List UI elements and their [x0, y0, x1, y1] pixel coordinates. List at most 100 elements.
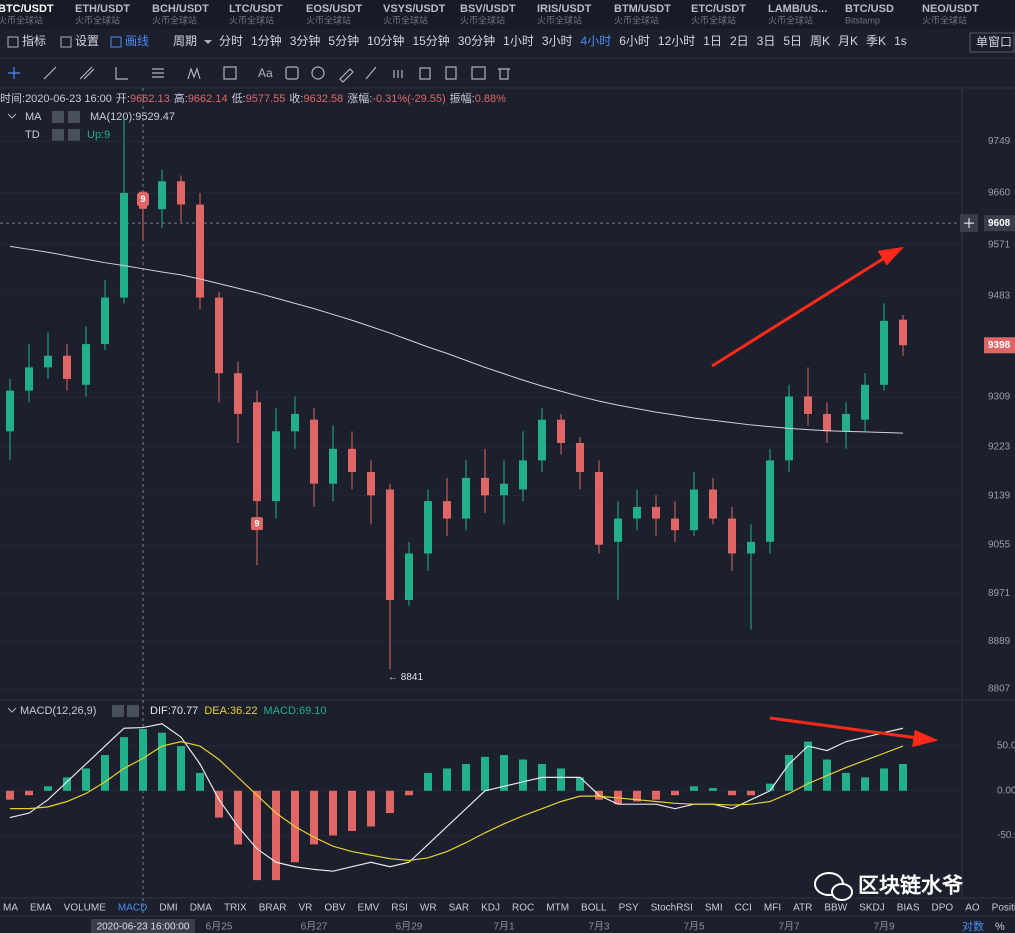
tab-symbol[interactable]: VSYS/USDT — [383, 3, 446, 15]
tab-exchange[interactable]: 火币全球站 — [152, 14, 197, 25]
period[interactable]: 6小时 — [619, 34, 650, 48]
tab-exchange[interactable]: 火币全球站 — [75, 14, 120, 25]
pen-tool[interactable] — [365, 66, 377, 80]
period[interactable]: 1分钟 — [251, 33, 282, 48]
tab-symbol[interactable]: NEO/USDT — [922, 3, 979, 15]
tool[interactable] — [285, 66, 299, 80]
tab-symbol[interactable]: LAMB/US... — [768, 3, 827, 15]
indicator-tab[interactable]: CCI — [735, 903, 752, 914]
tab-exchange[interactable]: 火币全球站 — [691, 14, 736, 25]
indicator-tab[interactable]: BOLL — [581, 903, 607, 914]
indicator-tab[interactable]: WR — [420, 903, 437, 914]
indicator-tab[interactable]: VOLUME — [64, 903, 107, 914]
legend-icon[interactable] — [127, 705, 139, 717]
indicator-tab[interactable]: BBW — [824, 903, 847, 914]
indicator-tab[interactable]: MTM — [546, 903, 569, 914]
tab-exchange[interactable]: 火币全球站 — [460, 14, 505, 25]
period[interactable]: 12小时 — [658, 34, 695, 48]
indicator-tab[interactable]: MFI — [764, 903, 781, 914]
window-button[interactable] — [969, 32, 1015, 53]
toolbar-item[interactable]: 指标 — [22, 33, 46, 48]
tab-exchange[interactable]: 火币全球站 — [306, 14, 351, 25]
indicator-tab[interactable]: SKDJ — [859, 903, 885, 914]
bars-tool[interactable] — [393, 70, 403, 78]
screenshot-tool[interactable] — [471, 66, 486, 80]
ruler-tool[interactable] — [339, 68, 354, 83]
period[interactable]: 季K — [866, 34, 886, 48]
indicator-tab[interactable]: OBV — [324, 903, 345, 914]
legend-icon[interactable] — [68, 129, 80, 141]
indicator-tab[interactable]: RSI — [391, 903, 408, 914]
tab-symbol[interactable]: BCH/USDT — [152, 3, 209, 15]
tab-exchange[interactable]: 火币全球站 — [614, 14, 659, 25]
tab-symbol[interactable]: ETH/USDT — [75, 3, 130, 15]
indicator-tab[interactable]: ATR — [793, 903, 812, 914]
indicator-tab[interactable]: TRIX — [224, 903, 247, 914]
tab-exchange[interactable]: 火币全球站 — [922, 14, 967, 25]
toolbar-item[interactable]: 设置 — [75, 34, 99, 48]
indicator-tab[interactable]: PSY — [619, 903, 639, 914]
indicator-tab[interactable]: DPO — [932, 903, 954, 914]
crosshair-tool[interactable] — [8, 67, 20, 79]
period[interactable]: 5分钟 — [328, 33, 359, 48]
indicator-tab[interactable]: Position — [992, 903, 1015, 914]
period[interactable]: 2日 — [730, 34, 749, 48]
period[interactable]: 分时 — [219, 34, 243, 48]
period[interactable]: 1小时 — [503, 34, 534, 48]
indicator-tab[interactable]: SMI — [705, 903, 723, 914]
period[interactable]: 3分钟 — [290, 33, 321, 48]
tab-exchange[interactable]: Bitstamp — [845, 15, 880, 25]
axis-option[interactable]: % — [995, 921, 1005, 933]
lock-tool[interactable] — [419, 67, 431, 80]
period[interactable]: 10分钟 — [367, 33, 404, 48]
toolbar-item[interactable]: 画线 — [125, 34, 149, 48]
tab-exchange[interactable]: 火币全球站 — [229, 14, 274, 25]
period[interactable]: 3日 — [757, 34, 776, 48]
period[interactable]: 5日 — [783, 34, 802, 48]
period-label[interactable]: 周期 — [173, 34, 197, 48]
indicator-tab[interactable]: KDJ — [481, 903, 500, 914]
tab-exchange[interactable]: 火币全球站 — [537, 14, 582, 25]
wave-tool[interactable] — [187, 67, 201, 80]
tab-symbol[interactable]: BTC/USD — [845, 3, 894, 15]
legend-icon[interactable] — [52, 111, 64, 123]
period[interactable]: 4小时 — [581, 34, 612, 48]
period[interactable]: 1s — [894, 34, 907, 48]
tab-symbol[interactable]: ETC/USDT — [691, 3, 746, 15]
tab-exchange[interactable]: 火币全球站 — [383, 14, 428, 25]
period[interactable]: 15分钟 — [412, 33, 449, 48]
fib-tool[interactable] — [115, 67, 128, 80]
channel-tool[interactable] — [79, 66, 95, 80]
tab-symbol[interactable]: BTM/USDT — [614, 3, 671, 15]
tab-exchange[interactable]: 火币全球站 — [0, 14, 43, 25]
tab-symbol[interactable]: BTC/USDT — [0, 3, 54, 15]
indicator-tab[interactable]: DMI — [159, 903, 177, 914]
period[interactable]: 3小时 — [542, 34, 573, 48]
copy-tool[interactable] — [445, 66, 457, 80]
levels-tool[interactable] — [152, 68, 164, 78]
indicator-tab[interactable]: VR — [299, 903, 313, 914]
tab-symbol[interactable]: IRIS/USDT — [537, 3, 592, 15]
line-tool[interactable] — [43, 66, 57, 80]
indicator-tab[interactable]: BRAR — [259, 903, 287, 914]
tab-exchange[interactable]: 火币全球站 — [768, 14, 813, 25]
indicator-tab[interactable]: EMA — [30, 903, 52, 914]
indicator-tab[interactable]: DMA — [190, 903, 213, 914]
indicator-tab[interactable]: EMV — [358, 903, 380, 914]
period[interactable]: 月K — [838, 34, 858, 48]
legend-icon[interactable] — [68, 111, 80, 123]
tab-symbol[interactable]: LTC/USDT — [229, 3, 283, 15]
indicator-tab[interactable]: SAR — [449, 903, 470, 914]
delete-tool[interactable] — [498, 68, 510, 80]
indicator-tab[interactable]: MA — [3, 903, 18, 914]
text-tool[interactable]: Aa — [258, 66, 273, 80]
legend-icon[interactable] — [112, 705, 124, 717]
indicator-tab[interactable]: StochRSI — [651, 903, 693, 914]
tab-symbol[interactable]: BSV/USDT — [460, 3, 516, 15]
axis-option[interactable]: 对数 — [962, 919, 984, 933]
indicator-tab[interactable]: BIAS — [897, 903, 920, 914]
indicator-tab[interactable]: MACD — [118, 903, 147, 914]
indicator-tab[interactable]: ROC — [512, 903, 534, 914]
tool[interactable] — [311, 66, 325, 80]
grid-tool[interactable] — [223, 66, 237, 80]
